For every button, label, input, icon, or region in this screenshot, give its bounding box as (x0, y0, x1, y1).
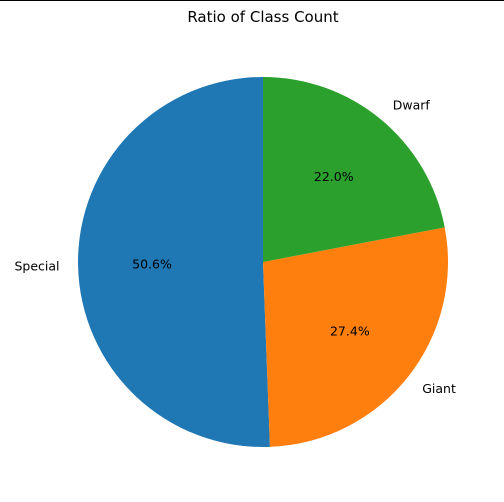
pie-slice-dwarf (263, 76, 445, 262)
pie-percent-label-giant: 27.4% (330, 324, 370, 339)
pie-category-label-giant: Giant (422, 381, 456, 396)
pie-percent-label-dwarf: 22.0% (314, 169, 354, 184)
pie-category-label-special: Special (14, 258, 59, 273)
top-border-line (0, 0, 504, 1)
pie-slice-special (78, 77, 270, 447)
pie-slice-giant (263, 227, 448, 447)
pie-category-label-dwarf: Dwarf (393, 98, 431, 113)
chart-title: Ratio of Class Count (187, 8, 339, 26)
pie-percent-label-special: 50.6% (132, 257, 172, 272)
